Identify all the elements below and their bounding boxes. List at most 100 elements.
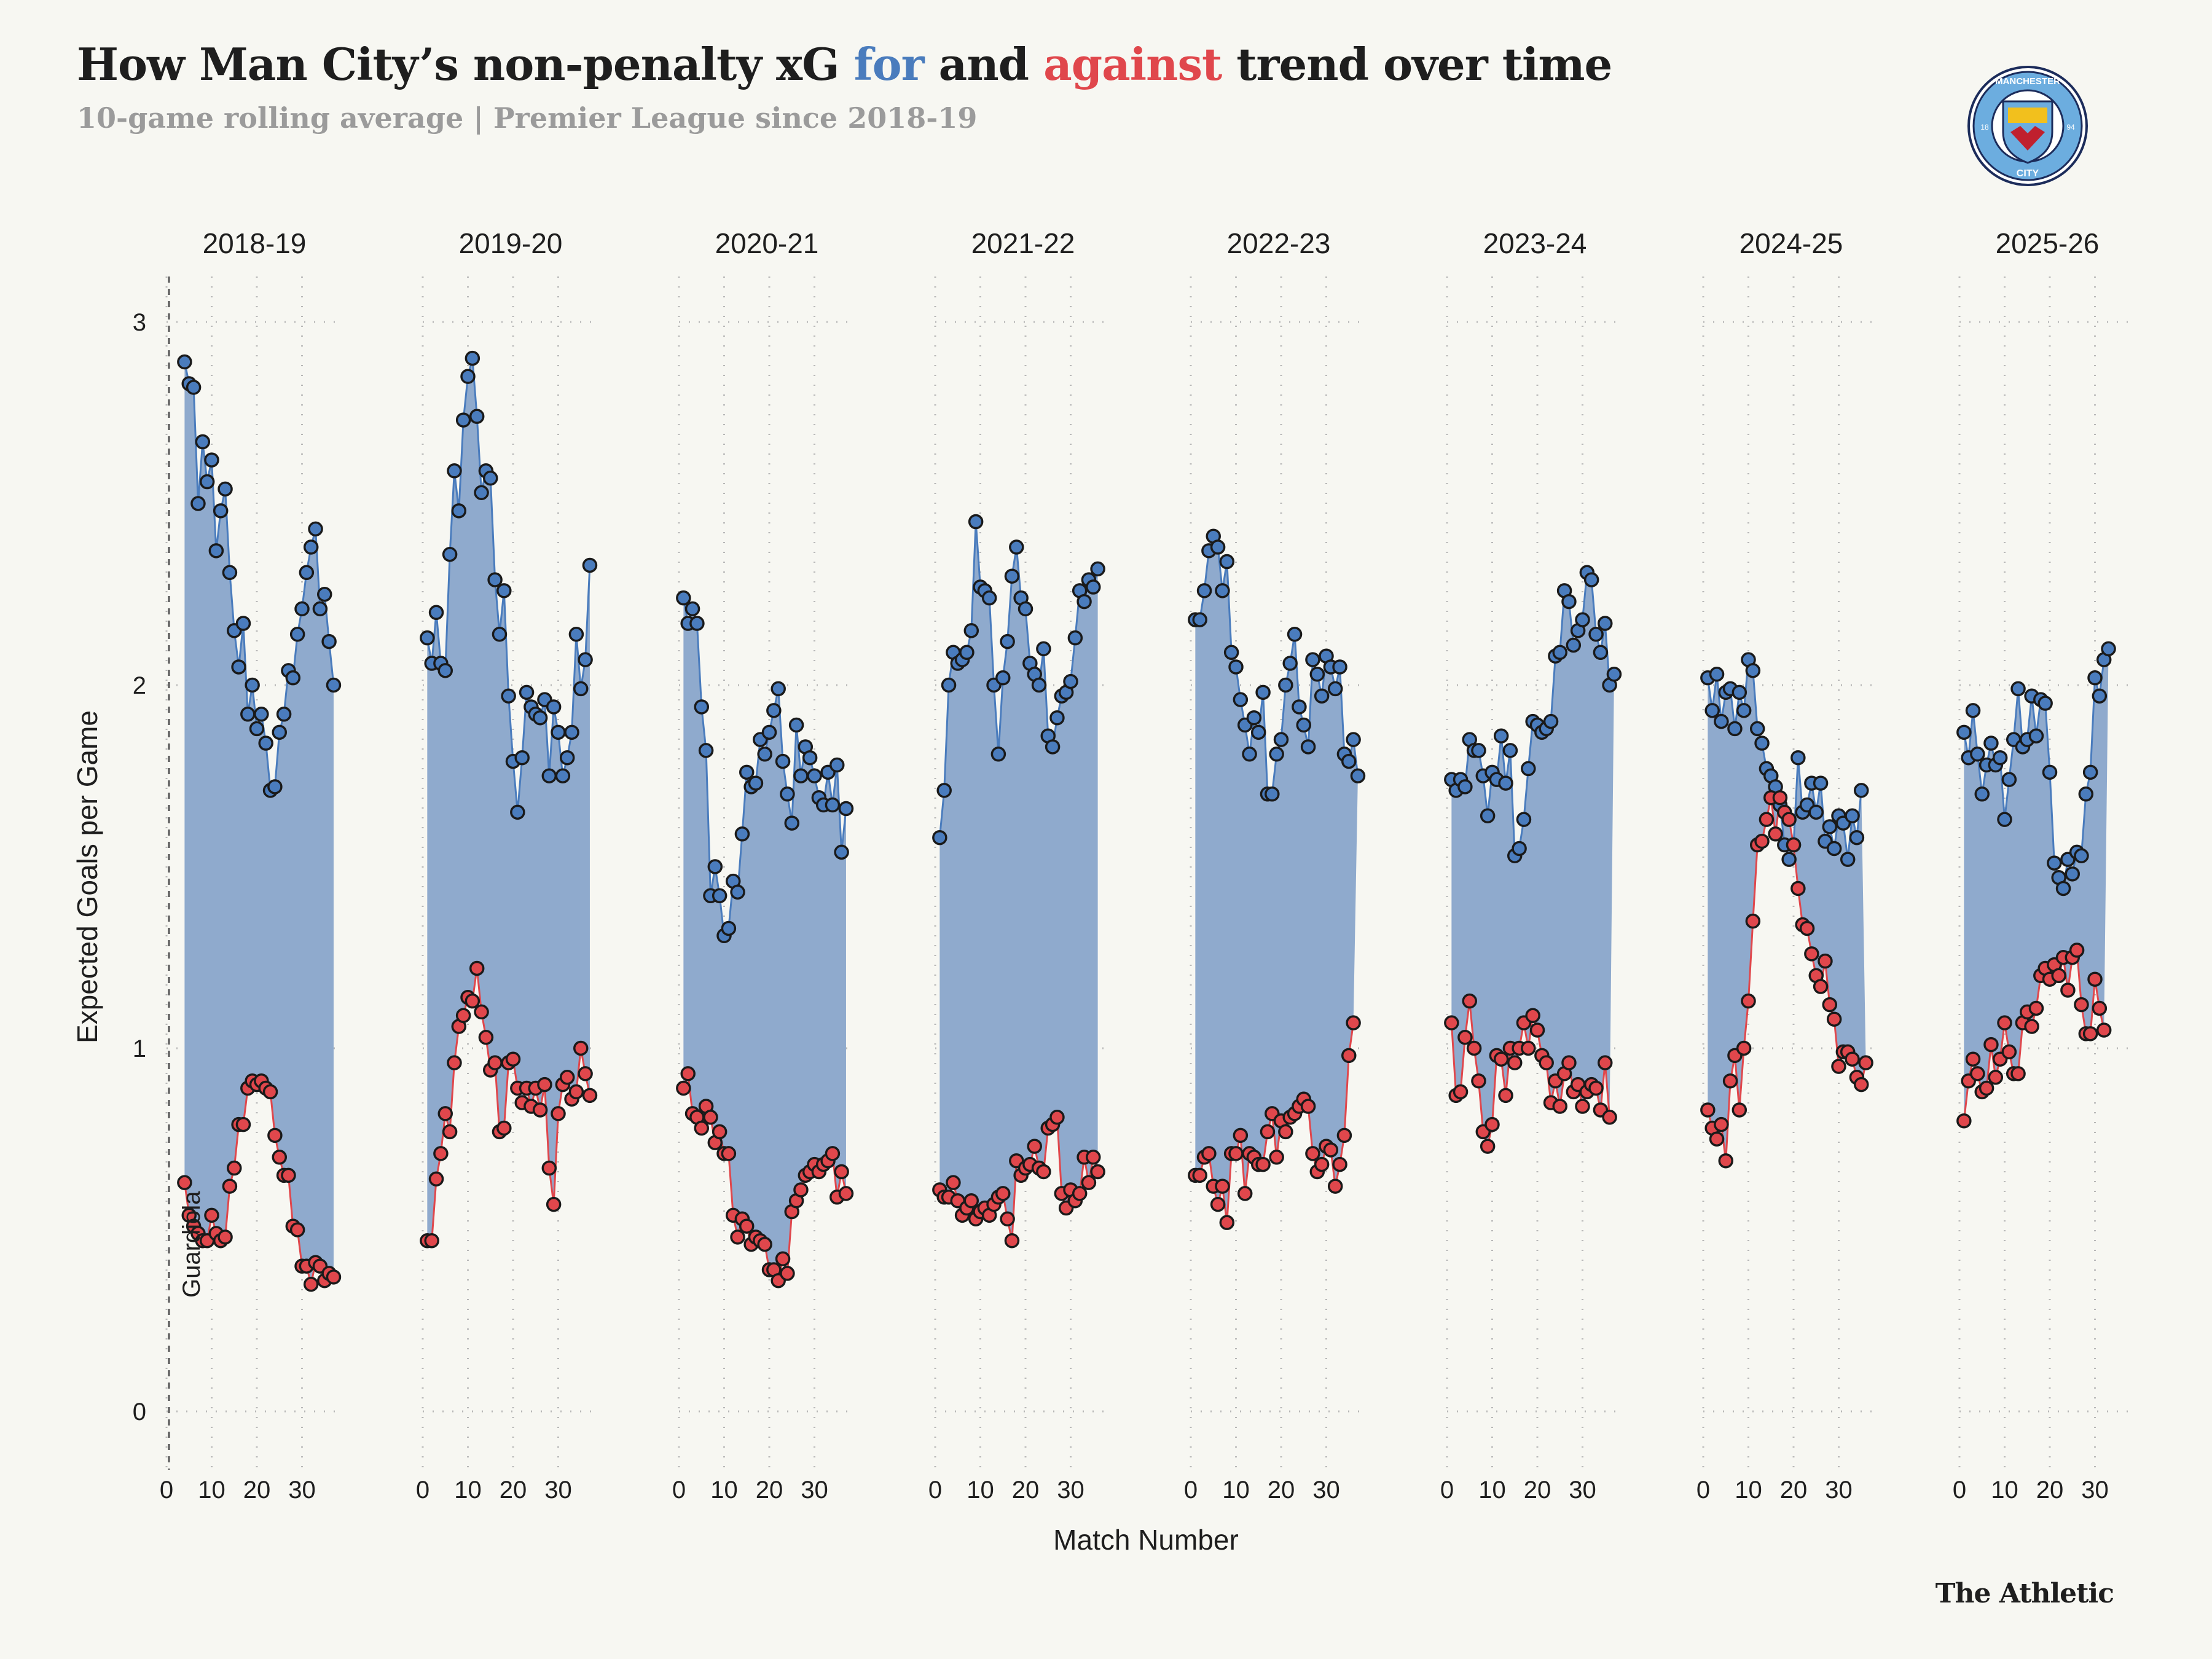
xg-against-point [1970,1066,1985,1081]
xg-against-point [834,1164,849,1180]
xg-against-point [757,1236,772,1252]
season-label: 2024-25 [1739,227,1843,259]
xg-against-point [1300,1099,1316,1114]
xg-for-point [1516,812,1532,827]
xg-for-point [573,681,589,697]
xg-for-point [312,601,328,617]
x-tick-label: 0 [1184,1477,1198,1504]
x-tick-label: 20 [1524,1477,1551,1504]
xg-against-point [1818,953,1833,969]
xg-for-point [1077,594,1092,610]
xg-for-point [1228,659,1244,675]
xg-for-point [1063,673,1078,689]
xg-against-point [1561,1055,1577,1070]
xg-for-point [1566,637,1582,653]
xg-against-point [1269,1150,1284,1165]
xg-for-point [1309,667,1325,682]
xg-for-point [231,659,246,675]
xg-against-point [2092,1000,2108,1016]
xg-for-point [1246,710,1262,726]
xg-against-point [2087,971,2103,987]
y-axis-title: Expected Goals per Game [71,710,103,1043]
xg-for-point [1543,713,1559,729]
xg-against-point [496,1120,512,1136]
xg-for-point [564,724,579,740]
xg-against-point [1790,880,1806,896]
x-tick-label: 20 [1268,1477,1295,1504]
x-tick-label: 10 [1478,1477,1506,1504]
xg-against-point [1700,1102,1716,1118]
xg-against-point [1979,1080,1994,1096]
x-tick-label: 30 [1825,1477,1853,1504]
xg-against-point [1588,1080,1604,1096]
xg-for-point [1341,753,1357,769]
xg-against-point [1471,1073,1486,1089]
xg-against-point [227,1160,242,1176]
xg-for-point [1346,732,1361,747]
xg-for-point [1287,627,1303,642]
xg-for-point [1296,717,1311,733]
xg-for-point [2028,728,2044,743]
x-tick-label: 20 [243,1477,271,1504]
xg-against-point [739,1218,755,1234]
xg-for-point [294,601,310,617]
xg-against-point [437,1106,453,1121]
xg-for-point [218,481,233,497]
xg-for-point [222,565,238,581]
xg-against-point [1346,1015,1361,1030]
xg-for-point [1709,667,1725,682]
xg-against-point [262,1084,278,1100]
xg-for-point [1575,612,1590,627]
xg-for-point [299,565,315,581]
xg-for-point [1004,568,1020,584]
xg-against-point [222,1179,238,1194]
xg-for-point [501,688,516,704]
xg-gap-area [1451,572,1614,1147]
xg-against-point [428,1171,444,1187]
season-label: 2019-20 [459,227,563,259]
xg-against-point [1219,1215,1235,1230]
x-tick-label: 0 [1440,1477,1454,1504]
x-tick-label: 30 [288,1477,316,1504]
xg-against-point [1781,812,1797,827]
xg-against-point [1988,1070,2004,1085]
y-tick-label: 3 [133,309,146,336]
xg-against-point [712,1124,728,1140]
xg-against-point [455,1008,471,1024]
x-tick-label: 30 [801,1477,828,1504]
xg-for-point [1219,554,1235,570]
xg-against-point [177,1175,192,1190]
season-label: 2021-22 [971,227,1075,259]
xg-for-point [802,750,818,766]
xg-for-point [1269,747,1284,762]
xg-for-point [1305,652,1320,667]
x-tick-label: 0 [1696,1477,1710,1504]
xg-against-point [1072,1186,1088,1201]
season-label: 2020-21 [715,227,819,259]
xg-for-point [551,724,566,740]
xg-against-point [424,1233,439,1249]
xg-for-point [2010,681,2026,697]
xg-against-point [680,1066,696,1081]
x-tick-label: 30 [2081,1477,2109,1504]
xg-for-point [1009,539,1024,555]
xg-for-point [208,543,224,559]
xg-for-point [1849,830,1865,845]
xg-for-point [303,539,319,555]
y-tick-label: 2 [133,672,146,699]
xg-for-point [1273,732,1289,747]
xg-against-point [1552,1099,1567,1114]
xg-gap-area [683,598,846,1281]
xg-for-point [428,605,444,621]
xg-for-point [519,684,535,700]
xg-for-point [1606,667,1622,682]
xg-for-point [1493,728,1509,743]
xg-against-point [1233,1128,1249,1143]
xg-for-point [771,681,786,697]
xg-for-point [775,753,791,769]
title-block: How Man City’s non-penalty xG for and ag… [77,38,1612,135]
x-tick-label: 10 [454,1477,482,1504]
xg-for-point [1049,710,1065,726]
xg-against-point [838,1186,854,1201]
xg-for-point [1210,539,1226,555]
